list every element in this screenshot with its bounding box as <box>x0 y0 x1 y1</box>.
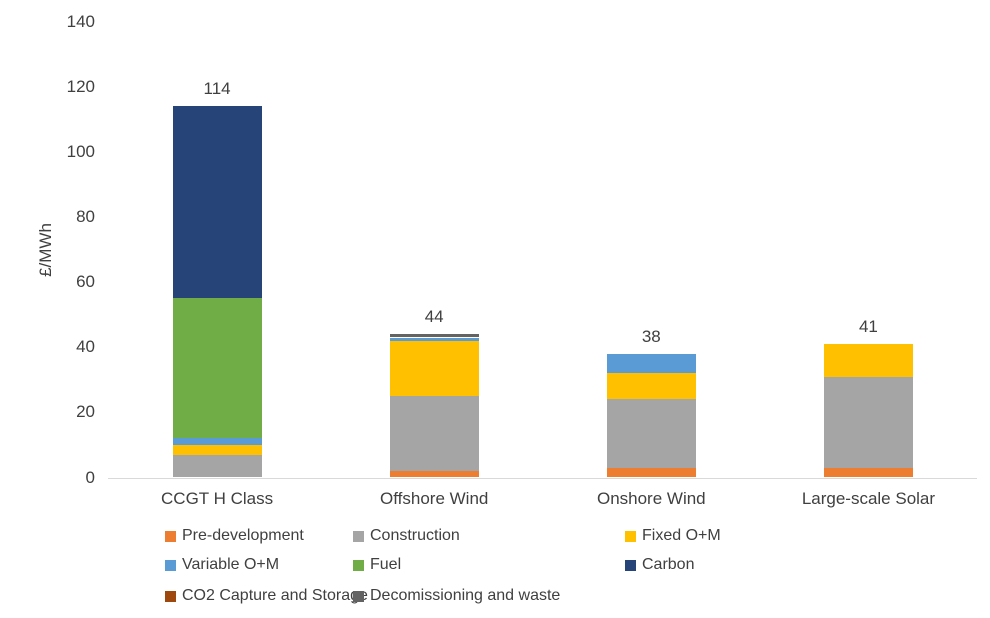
legend-label: Construction <box>370 527 460 544</box>
legend-swatch <box>165 530 176 542</box>
legend-item: Pre-development <box>165 526 304 546</box>
y-axis-tick-label: 20 <box>76 402 95 422</box>
legend-swatch <box>353 590 364 602</box>
bar-segment <box>172 444 262 455</box>
bar-segment <box>172 298 262 439</box>
bar-segment <box>389 334 479 338</box>
category-label: Large-scale Solar <box>801 489 936 508</box>
legend-item: CO2 Capture and Storage <box>165 586 368 606</box>
legend-item: Construction <box>353 526 460 546</box>
y-axis-title: £/MWh <box>36 223 55 277</box>
category-label: CCGT H Class <box>161 489 274 508</box>
bar-segment <box>823 344 913 377</box>
bar-segment <box>172 106 262 299</box>
y-axis-tick-label: 140 <box>66 11 95 31</box>
legend-item: Carbon <box>625 555 694 575</box>
legend-item: Variable O+M <box>165 555 279 575</box>
bar-total-label: 44 <box>424 307 444 327</box>
legend-label: Decomissioning and waste <box>370 587 561 604</box>
bar-segment <box>823 467 913 478</box>
legend-item: Fixed O+M <box>625 526 721 546</box>
bar-segment <box>389 470 479 478</box>
y-axis-tick-label: 100 <box>66 141 95 161</box>
bar-segment <box>389 337 479 341</box>
y-axis-tick-label: 80 <box>76 207 95 227</box>
bar-total-label: 38 <box>641 326 661 346</box>
bar-segment <box>172 454 262 478</box>
bar-total-label: 41 <box>858 317 878 337</box>
legend-label: Pre-development <box>182 527 304 544</box>
category-label: Offshore Wind <box>380 489 489 508</box>
y-axis-tick-label: 120 <box>66 76 95 96</box>
bar-segment <box>389 340 479 397</box>
legend-swatch <box>353 530 364 542</box>
legend-label: Fuel <box>370 556 402 573</box>
legend-swatch <box>165 559 176 571</box>
y-axis-tick-label: 0 <box>85 467 95 487</box>
category-label: Onshore Wind <box>596 489 706 508</box>
bar-segment <box>823 376 913 468</box>
bar-segment <box>606 399 696 468</box>
x-axis-line <box>108 478 977 479</box>
legend-swatch <box>625 559 636 571</box>
bar-total-label: 114 <box>203 79 231 99</box>
legend-label: Variable O+M <box>182 556 280 573</box>
legend-label: Carbon <box>642 556 695 573</box>
legend-item: Fuel <box>353 555 401 575</box>
legend-swatch <box>165 590 176 602</box>
bar-segment <box>606 373 696 400</box>
bar-segment <box>172 438 262 445</box>
legend-label: Fixed O+M <box>642 527 721 544</box>
bar-segment <box>606 353 696 374</box>
legend-swatch <box>625 530 636 542</box>
legend-label: CO2 Capture and Storage <box>182 587 368 604</box>
bar-segment <box>606 467 696 478</box>
y-axis-tick-label: 40 <box>76 337 95 357</box>
bar-segment <box>389 396 479 471</box>
legend-swatch <box>353 559 364 571</box>
legend-item: Decomissioning and waste <box>353 586 560 606</box>
y-axis-tick-label: 60 <box>76 272 95 292</box>
